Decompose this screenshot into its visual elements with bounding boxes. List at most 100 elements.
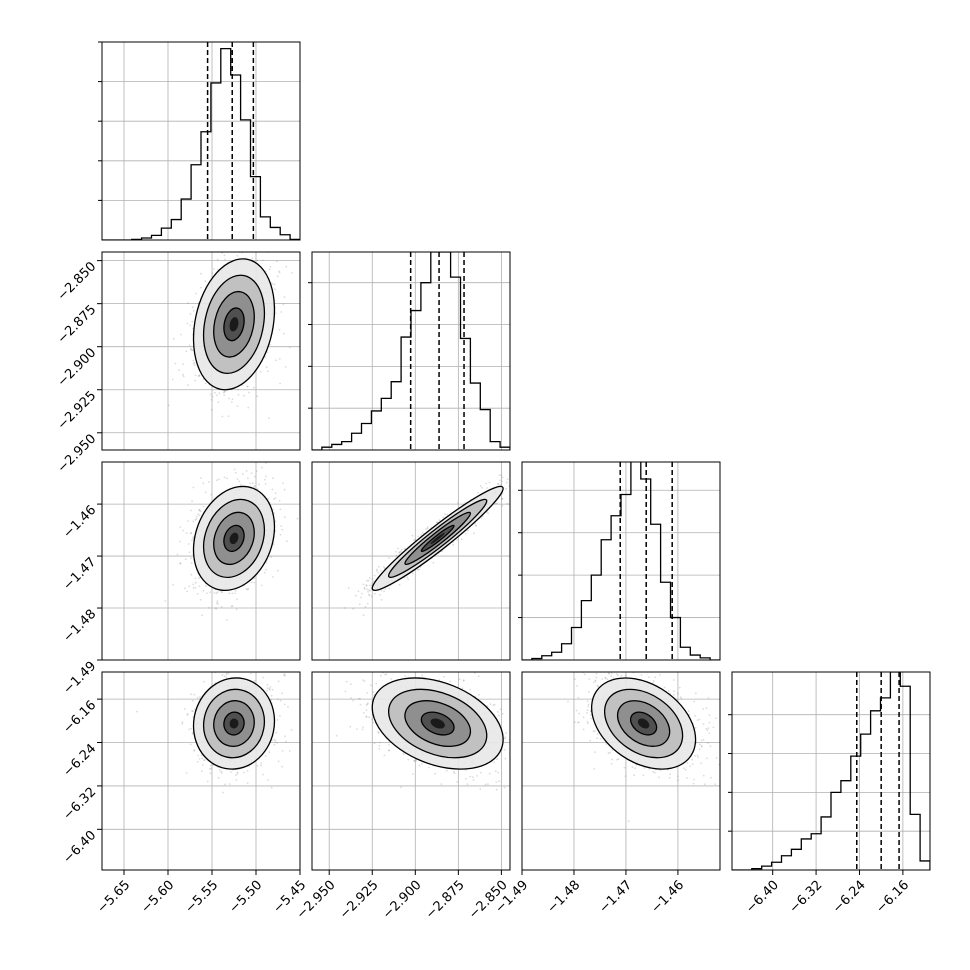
sample-point — [217, 600, 219, 602]
sample-point — [243, 395, 245, 397]
sample-point — [219, 769, 221, 771]
sample-point — [279, 329, 281, 331]
sample-point — [273, 283, 275, 285]
sample-point — [222, 416, 224, 418]
histogram-4-step — [732, 672, 930, 870]
sample-point — [274, 740, 276, 742]
sample-point — [282, 750, 284, 752]
sample-point — [465, 648, 467, 650]
sample-point — [198, 577, 200, 579]
pair-panel-3-1 — [102, 444, 312, 660]
sample-point — [367, 603, 369, 605]
sample-point — [379, 594, 381, 596]
sample-point — [197, 513, 199, 515]
sample-point — [267, 370, 269, 372]
sample-point — [388, 557, 390, 559]
sample-point — [289, 347, 291, 349]
sample-point — [205, 585, 207, 587]
sample-point — [507, 478, 509, 480]
sample-point — [231, 605, 233, 607]
sample-point — [457, 502, 459, 504]
sample-point — [257, 260, 259, 262]
sample-point — [289, 750, 291, 752]
sample-point — [223, 394, 225, 396]
sample-point — [192, 360, 194, 362]
sample-point — [291, 729, 293, 731]
sample-point — [486, 487, 488, 489]
sample-point — [374, 593, 376, 595]
sample-point — [271, 695, 273, 697]
sample-point — [278, 760, 280, 762]
sample-point — [446, 514, 448, 516]
sample-point — [281, 529, 283, 531]
sample-point — [184, 708, 186, 710]
sample-point — [477, 492, 479, 494]
sample-point — [256, 664, 258, 666]
sample-point — [196, 518, 198, 520]
sample-point — [261, 467, 263, 469]
sample-point — [247, 782, 249, 784]
sample-point — [210, 494, 212, 496]
sample-point — [191, 500, 193, 502]
sample-point — [495, 770, 497, 772]
sample-point — [249, 667, 251, 669]
sample-point — [284, 489, 286, 491]
sample-point — [275, 313, 277, 315]
sample-point — [226, 674, 228, 676]
sample-point — [262, 677, 264, 679]
sample-point — [192, 307, 194, 309]
sample-point — [287, 706, 289, 708]
sample-point — [498, 780, 500, 782]
sample-point — [253, 387, 255, 389]
hist-3-frame — [522, 462, 720, 660]
sample-point — [199, 515, 201, 517]
sample-point — [385, 588, 387, 590]
sample-point — [234, 593, 236, 595]
sample-point — [275, 359, 277, 361]
sample-point — [195, 578, 197, 580]
sample-point — [192, 700, 194, 702]
sample-point — [291, 272, 293, 274]
sample-point — [412, 535, 414, 537]
sample-point — [231, 592, 233, 594]
sample-point — [280, 525, 282, 527]
sample-point — [226, 619, 228, 621]
sample-point — [239, 249, 241, 251]
sample-point — [200, 477, 202, 479]
sample-point — [230, 771, 232, 773]
sample-point — [203, 247, 205, 249]
sample-point — [355, 595, 357, 597]
histogram-panel-2 — [312, 252, 510, 450]
sample-point — [258, 484, 260, 486]
sample-point — [196, 516, 198, 518]
sample-point — [224, 255, 226, 257]
sample-point — [409, 667, 411, 669]
sample-point — [272, 576, 274, 578]
sample-point — [271, 787, 273, 789]
sample-point — [254, 665, 256, 667]
sample-point — [532, 750, 534, 752]
sample-point — [501, 498, 503, 500]
sample-point — [380, 570, 382, 572]
sample-point — [398, 552, 400, 554]
sample-point — [164, 600, 166, 602]
sample-point — [197, 593, 199, 595]
sample-point — [210, 394, 212, 396]
sample-point — [541, 475, 543, 477]
sample-point — [497, 711, 499, 713]
sample-point — [231, 401, 233, 403]
sample-point — [285, 741, 287, 743]
sample-point — [211, 409, 213, 411]
sample-point — [192, 521, 194, 523]
sample-point — [278, 680, 280, 682]
sample-point — [283, 303, 285, 305]
sample-point — [376, 569, 378, 571]
sample-point — [222, 792, 224, 794]
sample-point — [200, 273, 202, 275]
sample-point — [369, 577, 371, 579]
sample-point — [194, 380, 196, 382]
sample-point — [192, 710, 194, 712]
sample-point — [363, 584, 365, 586]
sample-point — [182, 721, 184, 723]
sample-point — [444, 513, 446, 515]
